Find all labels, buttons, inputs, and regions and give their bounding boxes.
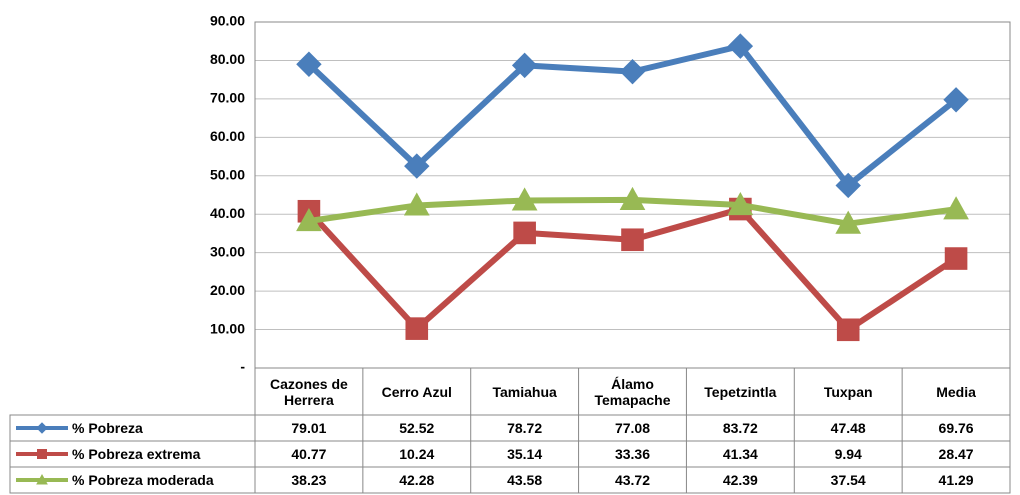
table-value: 41.34 [722,446,758,462]
point-marker [727,192,754,216]
table-value: 78.72 [507,420,543,436]
y-tick-label: 90.00 [210,13,245,29]
y-tick-label: 10.00 [210,320,245,336]
point-marker [619,186,646,211]
legend-marker [37,449,47,459]
y-tick-label: 50.00 [210,166,245,182]
point-marker [944,247,968,270]
series-line [306,206,958,333]
table-value: 37.54 [830,472,866,488]
point-marker [619,58,646,85]
point-marker [511,52,538,79]
table-value: 69.76 [938,420,974,436]
point-marker [403,192,430,216]
point-marker [943,196,969,220]
table-value: 9.94 [834,446,862,462]
table-value: 38.23 [291,472,327,488]
point-marker [835,210,862,234]
table-value: 35.14 [507,446,543,462]
y-tick-label: 30.00 [210,243,245,259]
point-marker [513,221,536,245]
point-marker [943,87,969,113]
legend-marker [36,473,48,485]
legend-marker [36,422,48,434]
category-label: Tuxpan [823,383,873,400]
point-marker [404,153,430,179]
legend-label: % Pobreza moderada [72,472,214,488]
table-value: 77.08 [614,420,650,436]
category-label: Tepetzintla [704,383,777,400]
point-marker [835,172,861,199]
category-label: Tamiahua [492,383,557,400]
table-value: 52.52 [399,420,435,436]
legend-label: % Pobreza [72,420,143,436]
table-value: 42.28 [399,472,435,488]
point-marker [621,228,644,252]
point-marker [836,318,860,342]
table-value: 43.58 [507,472,543,488]
point-marker [727,33,754,59]
category-label: Cazones de Herrera [270,375,348,408]
table-value: 40.77 [291,446,327,462]
category-label: Álamo Temapache [594,375,671,408]
legend-label: % Pobreza extrema [72,446,201,462]
table-value: 83.72 [722,420,758,436]
category-label: Media [936,383,976,400]
table-value: 28.47 [938,446,974,462]
table-value: 79.01 [291,420,327,436]
y-tick-label: 60.00 [210,128,245,144]
y-tick-label: - [240,359,245,375]
table-value: 41.29 [938,472,974,488]
table-value: 42.39 [722,472,758,488]
table-value: 47.48 [830,420,866,436]
table-value: 33.36 [614,446,650,462]
table-value: 43.72 [614,472,650,488]
category-label: Cerro Azul [381,383,452,400]
point-marker [511,187,538,211]
y-tick-label: 40.00 [210,205,245,221]
table-value: 10.24 [399,446,435,462]
point-marker [296,51,322,77]
point-marker [296,207,322,232]
point-marker [405,317,429,340]
y-tick-label: 80.00 [210,51,245,67]
y-tick-label: 20.00 [210,282,245,298]
y-tick-label: 70.00 [210,90,245,106]
